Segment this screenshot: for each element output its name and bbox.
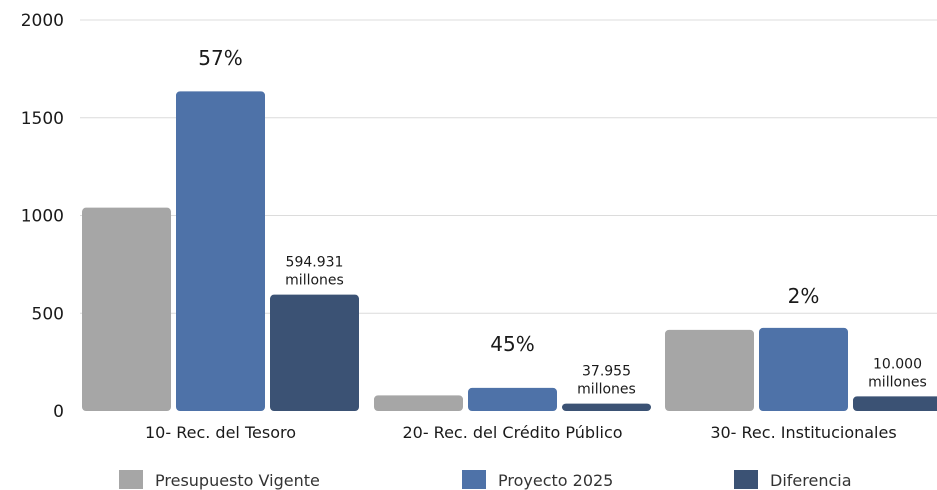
y-tick-label: 2000 bbox=[21, 11, 64, 31]
x-category-label: 30- Rec. Institucionales bbox=[710, 423, 896, 442]
bar-3-3 bbox=[853, 396, 937, 411]
bar-3-1 bbox=[270, 294, 359, 411]
x-category-label: 20- Rec. del Crédito Público bbox=[402, 423, 622, 442]
legend-swatch-3 bbox=[734, 470, 758, 489]
percent-label: 2% bbox=[788, 284, 820, 308]
difference-value-label: 37.955 bbox=[582, 364, 631, 380]
difference-value-label: 594.931 bbox=[286, 255, 344, 271]
legend-swatch-1 bbox=[119, 470, 143, 489]
bar-2-2 bbox=[468, 387, 557, 411]
x-category-label: 10- Rec. del Tesoro bbox=[145, 423, 296, 442]
bar-1-2 bbox=[374, 395, 463, 411]
bar-2-3 bbox=[759, 327, 848, 411]
legend-label-3: Diferencia bbox=[770, 471, 852, 490]
y-tick-label: 0 bbox=[53, 402, 64, 422]
bar-2-1 bbox=[176, 91, 265, 412]
legend-label-2: Proyecto 2025 bbox=[498, 471, 613, 490]
legend-swatch-2 bbox=[462, 470, 486, 489]
percent-label: 45% bbox=[490, 332, 534, 356]
difference-unit-label: millones bbox=[577, 382, 636, 398]
difference-value-label: 10.000 bbox=[873, 356, 922, 372]
legend-label-1: Presupuesto Vigente bbox=[155, 471, 320, 490]
y-tick-label: 500 bbox=[32, 304, 64, 324]
bar-1-1 bbox=[82, 207, 171, 411]
difference-unit-label: millones bbox=[868, 374, 927, 390]
bar-3-2 bbox=[562, 403, 651, 411]
bar-1-3 bbox=[665, 329, 754, 411]
y-tick-label: 1500 bbox=[21, 109, 64, 129]
percent-label: 57% bbox=[198, 46, 242, 70]
y-tick-label: 1000 bbox=[21, 207, 64, 227]
difference-unit-label: millones bbox=[285, 273, 344, 289]
